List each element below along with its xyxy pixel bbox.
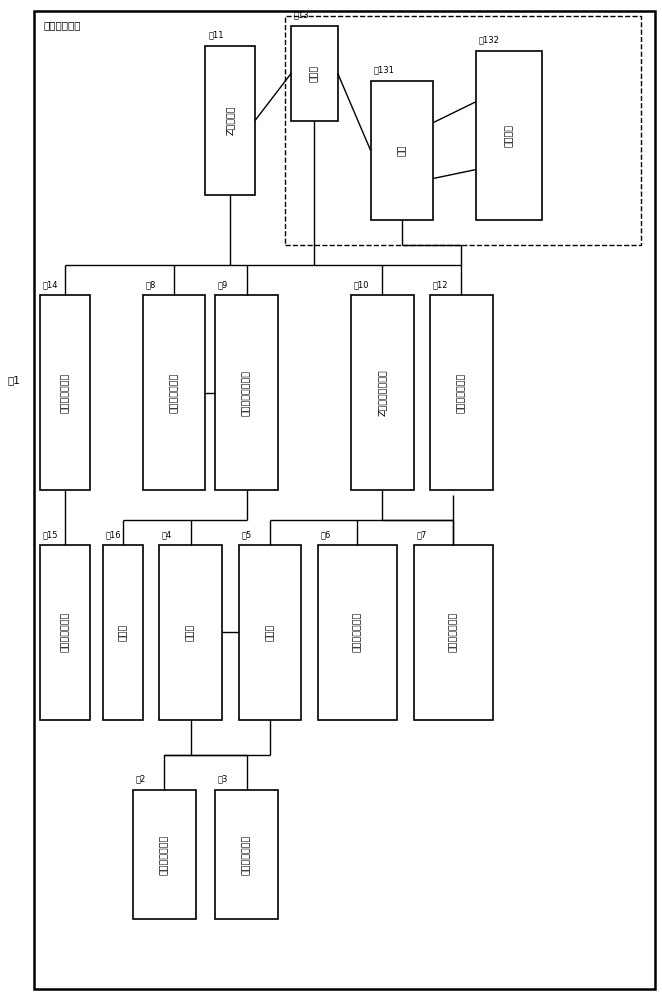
Bar (371, 81, 434, 220)
Text: ＜7: ＜7 (416, 530, 426, 539)
Bar (133, 790, 195, 919)
Text: Z轴电动机: Z轴电动机 (226, 106, 235, 135)
Text: 存储部: 存储部 (186, 624, 195, 641)
Text: 抬升参数调整部: 抬升参数调整部 (353, 612, 362, 652)
Bar (238, 545, 301, 720)
Text: ＜132: ＜132 (479, 36, 500, 45)
Text: ＜9: ＜9 (218, 280, 228, 289)
Bar (40, 295, 90, 490)
Text: 加工条件输入部: 加工条件输入部 (242, 834, 252, 875)
Bar (215, 790, 278, 919)
Text: 被加工物: 被加工物 (505, 124, 514, 147)
Bar (430, 295, 493, 490)
Text: ＜15: ＜15 (43, 530, 58, 539)
Bar (477, 51, 542, 220)
Text: ＜5: ＜5 (241, 530, 252, 539)
Bar (40, 545, 90, 720)
Text: ＜13: ＜13 (294, 11, 310, 20)
Text: ＜14: ＜14 (43, 280, 58, 289)
Bar (414, 545, 493, 720)
Text: ＜8: ＜8 (146, 280, 156, 289)
Text: ＜3: ＜3 (218, 775, 228, 784)
Text: 比较部: 比较部 (265, 624, 274, 641)
Text: ＜6: ＜6 (320, 530, 331, 539)
Bar (351, 295, 414, 490)
Text: ＜4: ＜4 (162, 530, 172, 539)
Text: ＜11: ＜11 (208, 31, 224, 40)
Text: 加工实绩存储部: 加工实绩存储部 (61, 612, 70, 652)
Text: 放电加工装置: 放电加工装置 (44, 21, 81, 31)
Text: 抬升动作控制部: 抬升动作控制部 (449, 612, 457, 652)
Text: Z轴电动机控制部: Z轴电动机控制部 (378, 369, 387, 416)
Bar (285, 16, 641, 245)
Text: 电极: 电极 (397, 145, 406, 156)
Text: 放电脉冲数累计部: 放电脉冲数累计部 (242, 370, 252, 416)
Bar (143, 295, 205, 490)
Text: ＜16: ＜16 (106, 530, 121, 539)
Bar (103, 545, 143, 720)
Text: ＜1: ＜1 (7, 375, 20, 385)
Text: 材料信息输入部: 材料信息输入部 (160, 834, 169, 875)
Text: ＜131: ＜131 (373, 66, 394, 75)
Text: ＜12: ＜12 (433, 280, 448, 289)
Bar (215, 295, 278, 490)
Text: ＜10: ＜10 (354, 280, 369, 289)
Text: 更新部: 更新部 (118, 624, 127, 641)
Text: 放电脉冲检测部: 放电脉冲检测部 (169, 373, 179, 413)
Text: 加工部: 加工部 (310, 64, 319, 82)
Bar (205, 46, 255, 195)
Bar (318, 545, 397, 720)
Bar (291, 26, 338, 121)
Bar (160, 545, 222, 720)
Text: 加工电源控制部: 加工电源控制部 (457, 373, 466, 413)
Text: ＜2: ＜2 (136, 775, 146, 784)
Text: 加工速度计算部: 加工速度计算部 (61, 373, 70, 413)
